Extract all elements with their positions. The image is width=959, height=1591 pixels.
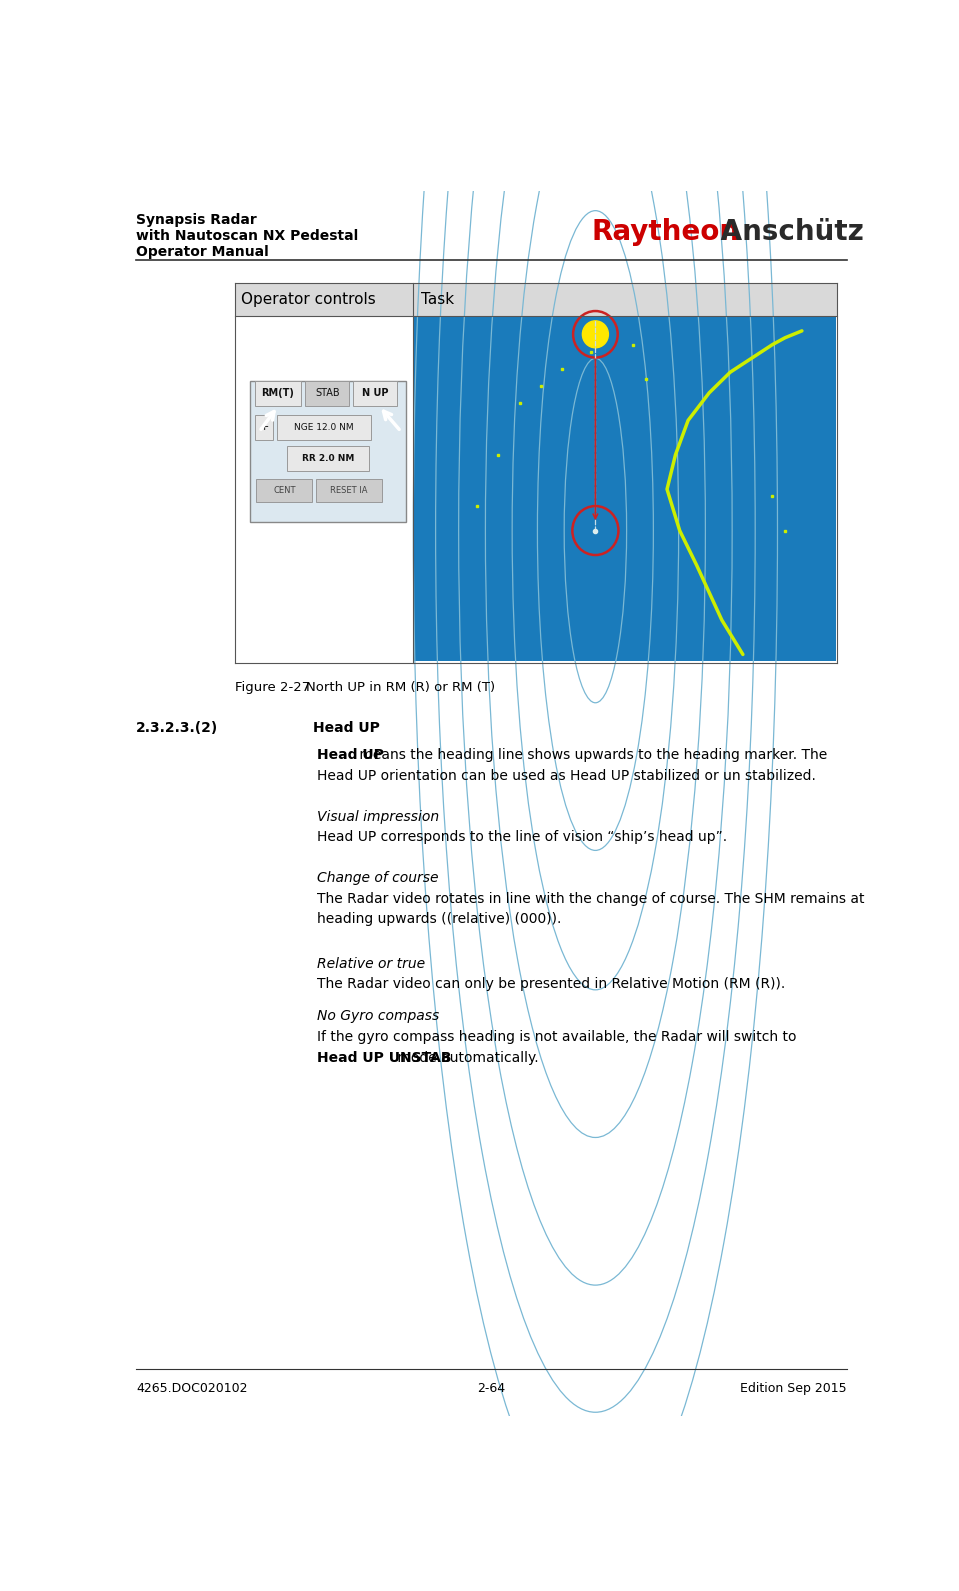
Text: Edition Sep 2015: Edition Sep 2015 [740,1381,847,1395]
Bar [353,380,397,406]
Bar [414,317,835,662]
Text: If the gyro compass heading is not available, the Radar will switch to: If the gyro compass heading is not avail… [316,1029,796,1044]
Text: 2-64: 2-64 [478,1381,505,1395]
Text: Head UP: Head UP [316,748,384,762]
Text: Raytheon: Raytheon [592,218,740,247]
Ellipse shape [582,321,608,348]
Text: Operator Manual: Operator Manual [136,245,269,259]
Text: means the heading line shows upwards to the heading marker. The: means the heading line shows upwards to … [355,748,827,762]
Text: Synapsis Radar: Synapsis Radar [136,213,257,228]
Text: The Radar video can only be presented in Relative Motion (RM (R)).: The Radar video can only be presented in… [316,977,785,991]
Bar [235,283,837,317]
Text: RESET IA: RESET IA [330,487,368,495]
Text: Figure 2-27: Figure 2-27 [235,681,311,694]
Text: 2.3.2.3.(2): 2.3.2.3.(2) [136,721,219,735]
Text: 4265.DOC020102: 4265.DOC020102 [136,1381,247,1395]
Text: Operator controls: Operator controls [241,291,376,307]
Bar [235,283,837,662]
Text: No Gyro compass: No Gyro compass [316,1009,439,1023]
Text: The Radar video rotates in line with the change of course. The SHM remains at: The Radar video rotates in line with the… [316,891,864,905]
Text: Change of course: Change of course [316,870,438,885]
Bar [305,380,349,406]
Bar [250,380,406,522]
Text: Head UP UNSTAB: Head UP UNSTAB [316,1052,452,1064]
Bar [256,479,313,503]
Text: +: + [259,422,269,433]
Text: Head UP: Head UP [314,721,380,735]
Text: NGE 12.0 NM: NGE 12.0 NM [294,423,354,431]
Bar [277,415,371,441]
Text: Anschütz: Anschütz [711,218,864,247]
Text: North UP in RM (R) or RM (T): North UP in RM (R) or RM (T) [306,681,495,694]
Text: mode automatically.: mode automatically. [393,1052,538,1064]
Bar [255,380,301,406]
Text: Head UP corresponds to the line of vision “ship’s head up”.: Head UP corresponds to the line of visio… [316,831,727,845]
Bar [288,445,368,471]
Text: Relative or true: Relative or true [316,956,425,971]
Text: Task: Task [421,291,454,307]
Text: heading upwards ((relative) (000)).: heading upwards ((relative) (000)). [316,913,561,926]
Text: RM(T): RM(T) [262,388,294,398]
Text: N UP: N UP [362,388,388,398]
Text: Head UP orientation can be used as Head UP stabilized or un stabilized.: Head UP orientation can be used as Head … [316,768,816,783]
Text: CENT: CENT [273,487,295,495]
Text: Visual impression: Visual impression [316,810,439,824]
Text: RR 2.0 NM: RR 2.0 NM [302,453,354,463]
Bar [255,415,273,441]
Text: STAB: STAB [315,388,339,398]
Text: with Nautoscan NX Pedestal: with Nautoscan NX Pedestal [136,229,359,243]
Bar [316,479,382,503]
